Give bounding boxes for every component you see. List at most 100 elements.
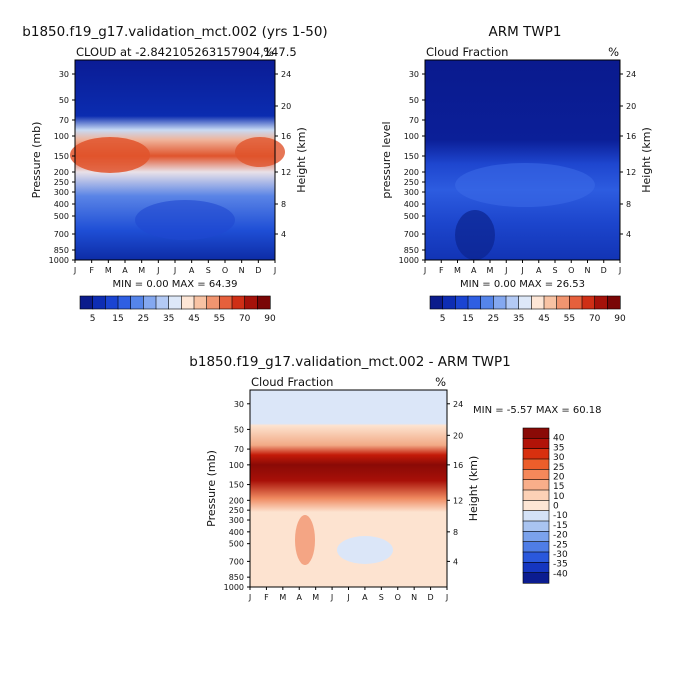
height-tick-label: 24 xyxy=(281,70,291,79)
height-tick-label: 12 xyxy=(281,168,291,177)
pressure-tick-label: 50 xyxy=(409,96,419,105)
pressure-tick-label: 200 xyxy=(54,168,69,177)
pressure-tick-label: 70 xyxy=(59,116,69,125)
colorbar-swatch xyxy=(181,295,195,310)
month-tick-label: J xyxy=(248,593,251,602)
month-tick-label: M xyxy=(138,266,145,275)
month-tick-label: F xyxy=(89,266,94,275)
colorbar-swatch xyxy=(206,295,220,310)
colorbar-swatch xyxy=(168,295,182,310)
pressure-tick-label: 700 xyxy=(404,230,419,239)
colorbar-swatch xyxy=(505,295,520,310)
month-tick-label: J xyxy=(504,266,507,275)
pressure-tick-label: 30 xyxy=(409,70,419,79)
month-tick-label: J xyxy=(273,266,276,275)
colorbar-swatch xyxy=(522,500,550,512)
pressure-tick-label: 30 xyxy=(59,70,69,79)
colorbar-label: -15 xyxy=(553,521,568,531)
contour-low-level xyxy=(135,200,235,240)
chart-subtitle: Cloud Fraction xyxy=(251,375,333,389)
month-tick-label: M xyxy=(454,266,461,275)
month-tick-label: A xyxy=(122,266,128,275)
colorbar-label: 15 xyxy=(462,314,473,324)
pressure-tick-label: 150 xyxy=(229,481,244,490)
pressure-tick-label: 400 xyxy=(54,200,69,209)
pressure-tick-label: 50 xyxy=(234,425,244,434)
units-label: % xyxy=(263,45,274,59)
panel-difference: b1850.f19_g17.validation_mct.002 - ARM T… xyxy=(189,354,601,602)
colorbar-label: 15 xyxy=(112,314,123,324)
y-axis-label: Pressure (mb) xyxy=(205,450,218,527)
min-max-label: MIN = 0.00 MAX = 64.39 xyxy=(113,279,238,290)
pressure-tick-label: 300 xyxy=(229,516,244,525)
month-tick-label: S xyxy=(552,266,557,275)
month-tick-label: D xyxy=(427,593,433,602)
colorbar-label: 20 xyxy=(553,472,565,482)
pressure-tick-label: 50 xyxy=(59,96,69,105)
colorbar-swatch xyxy=(522,427,550,439)
contour-max-left xyxy=(70,137,150,173)
month-tick-label: M xyxy=(105,266,112,275)
colorbar-label: 25 xyxy=(553,463,564,473)
height-tick-label: 4 xyxy=(626,230,631,239)
colorbar-label: 55 xyxy=(564,314,575,324)
month-tick-label: A xyxy=(536,266,542,275)
colorbar-swatch xyxy=(455,295,469,310)
height-tick-label: 16 xyxy=(281,132,291,141)
height-tick-label: 20 xyxy=(453,431,463,440)
colorbar-label: 90 xyxy=(614,314,626,324)
pressure-tick-label: 300 xyxy=(54,188,69,197)
colorbar-swatch xyxy=(193,295,208,310)
colorbar-label: 45 xyxy=(188,314,199,324)
colorbar-swatch xyxy=(522,458,550,470)
month-tick-label: J xyxy=(330,593,333,602)
month-tick-label: J xyxy=(156,266,159,275)
colorbar-swatch xyxy=(105,295,119,310)
colorbar-swatch xyxy=(522,520,550,532)
contour-low-dark xyxy=(455,210,495,260)
pressure-tick-label: 30 xyxy=(234,400,244,409)
colorbar-swatch xyxy=(244,295,258,310)
month-tick-label: S xyxy=(379,593,384,602)
colorbar-swatch xyxy=(581,295,596,310)
pressure-tick-label: 700 xyxy=(54,230,69,239)
y-axis-label: Pressure (mb) xyxy=(30,122,43,199)
colorbar-swatch xyxy=(522,572,550,584)
month-tick-label: A xyxy=(471,266,477,275)
pressure-tick-label: 500 xyxy=(404,212,419,221)
pressure-tick-label: 300 xyxy=(404,188,419,197)
panel-model-cloud: b1850.f19_g17.validation_mct.002 (yrs 1-… xyxy=(22,24,327,324)
colorbar-label: 15 xyxy=(553,482,564,492)
pressure-tick-label: 200 xyxy=(229,496,244,505)
pressure-tick-label: 150 xyxy=(54,152,69,161)
pressure-tick-label: 700 xyxy=(229,557,244,566)
contour-mid-level xyxy=(455,163,595,207)
colorbar-swatch xyxy=(522,510,550,522)
pressure-tick-label: 70 xyxy=(409,116,419,125)
month-tick-label: S xyxy=(206,266,211,275)
colorbar-label: 25 xyxy=(488,314,499,324)
height-tick-label: 20 xyxy=(281,102,291,111)
pressure-tick-label: 150 xyxy=(404,152,419,161)
colorbar-label: 70 xyxy=(239,314,251,324)
colorbar-label: 35 xyxy=(513,314,524,324)
colorbar-label: -30 xyxy=(553,550,568,560)
colorbar-label: -25 xyxy=(553,540,568,550)
month-tick-label: O xyxy=(568,266,574,275)
colorbar-swatch xyxy=(480,295,494,310)
colorbar-swatch xyxy=(522,541,550,553)
y-axis-label-right: Height (km) xyxy=(467,456,480,522)
colorbar-label: 55 xyxy=(214,314,225,324)
month-tick-label: M xyxy=(312,593,319,602)
month-tick-label: O xyxy=(222,266,228,275)
month-tick-label: N xyxy=(585,266,591,275)
colorbar-swatch xyxy=(531,295,545,310)
colorbar-swatch xyxy=(607,295,621,310)
contour-field xyxy=(425,60,620,260)
colorbar-swatch xyxy=(493,295,507,310)
pressure-tick-label: 1000 xyxy=(399,256,419,265)
height-tick-label: 8 xyxy=(281,200,286,209)
month-tick-label: F xyxy=(439,266,444,275)
colorbar-swatch xyxy=(569,295,583,310)
colorbar-swatch xyxy=(556,295,570,310)
